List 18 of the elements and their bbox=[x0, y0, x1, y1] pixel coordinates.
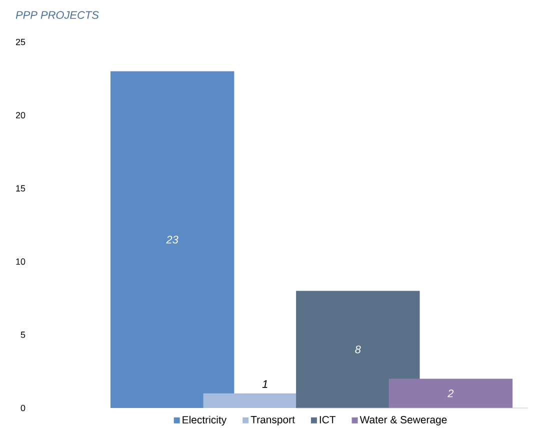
bar bbox=[110, 71, 234, 408]
legend-label: Water & Sewerage bbox=[360, 416, 447, 426]
y-tick-label: 15 bbox=[16, 185, 26, 192]
y-tick-label: 10 bbox=[16, 258, 26, 265]
y-tick-label: 25 bbox=[16, 38, 26, 46]
legend-label: Transport bbox=[250, 416, 295, 426]
chart-title: PPP PROJECTS bbox=[16, 11, 99, 19]
y-tick-label: 20 bbox=[16, 112, 26, 118]
bar bbox=[296, 290, 420, 408]
bar bbox=[388, 378, 513, 408]
data-label: 8 bbox=[355, 346, 361, 354]
data-label: 2 bbox=[448, 390, 454, 398]
legend-label: Electricity bbox=[182, 416, 227, 426]
y-tick-label: 0 bbox=[20, 404, 26, 412]
data-label: 1 bbox=[262, 380, 268, 388]
legend-label: ICT bbox=[320, 416, 336, 424]
data-label: 23 bbox=[166, 236, 178, 244]
y-tick-label: 5 bbox=[20, 332, 26, 338]
